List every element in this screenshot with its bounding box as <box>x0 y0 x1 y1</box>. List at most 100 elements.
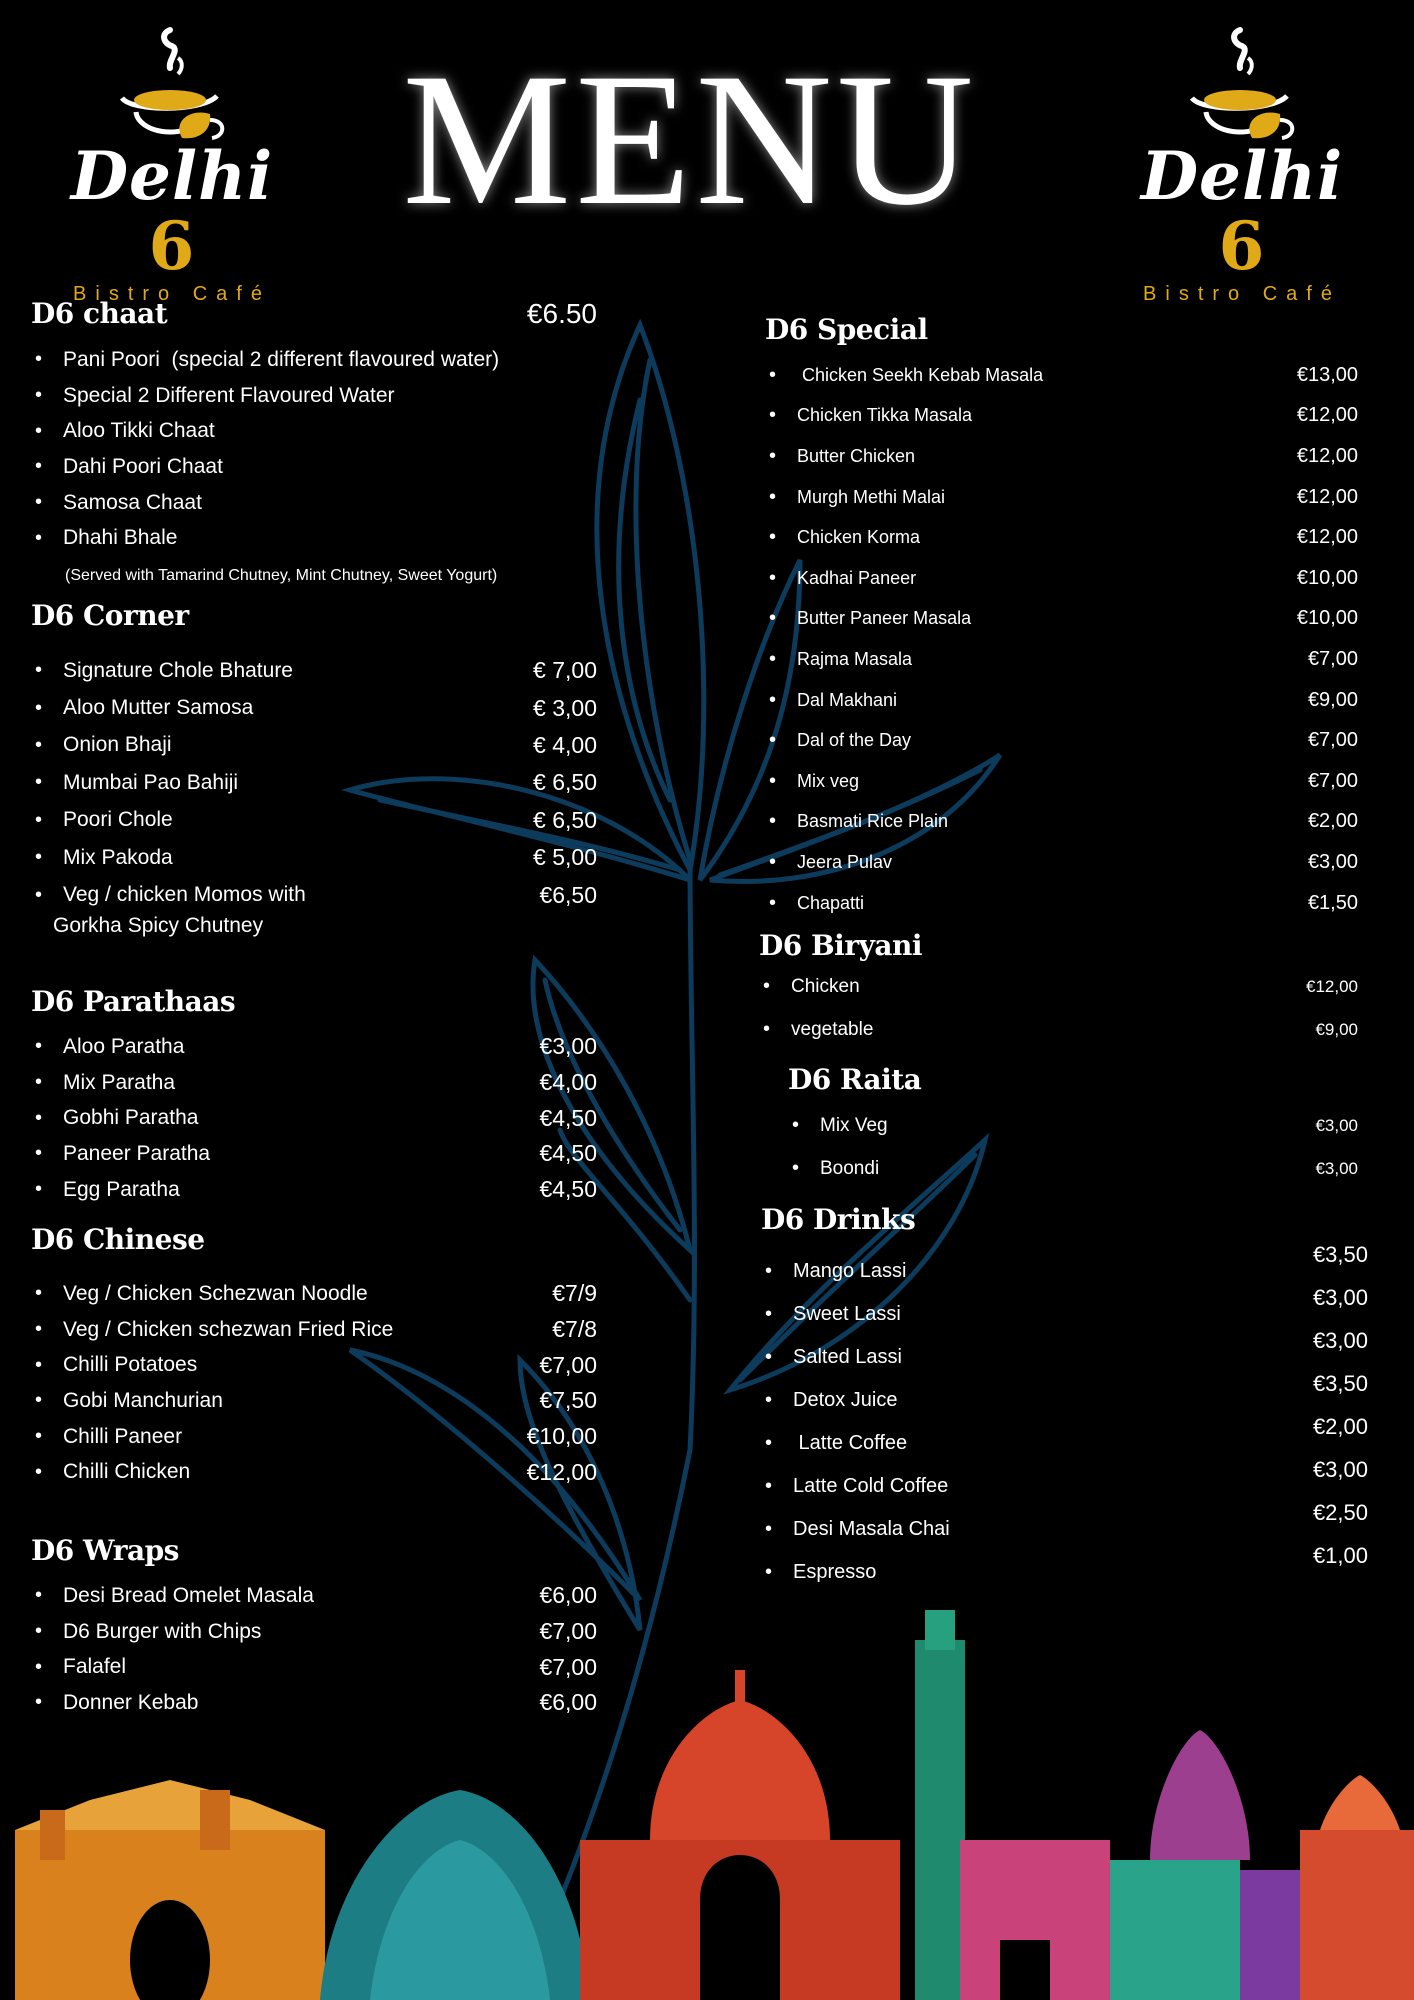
section-chinese: D6 Chinese • Veg / Chicken Schezwan Noodle… <box>31 1222 597 1550</box>
item-list: • Aloo Paratha €3,00 • Mix Paratha €4,00 • Gobh… <box>31 1029 597 1207</box>
logo-right: Delhi 6 Bistro Café <box>1112 20 1372 305</box>
item-name: Mango Lassi <box>793 1260 907 1282</box>
bullet-icon: • <box>763 1018 771 1040</box>
item-price: €3,00 <box>1315 1115 1358 1135</box>
item-price: €3,00 <box>1315 1158 1358 1178</box>
bullet-icon: • <box>769 526 777 549</box>
item-name: Latte Coffee <box>793 1432 908 1454</box>
menu-item: • Mango Lassi €3,50 <box>761 1242 1368 1293</box>
coffee-cup-logo-icon <box>119 27 225 140</box>
item-price: €3,50 <box>1312 1370 1368 1396</box>
bullet-icon: • <box>765 1303 773 1325</box>
menu-item: • Dal Makhani €9,00 <box>765 680 1358 721</box>
bullet-icon: • <box>35 1142 43 1165</box>
logo-brand: Delhi 6 <box>1112 141 1372 281</box>
item-list: • Chicken Seekh Kebab Masala €13,00 • Chick… <box>765 355 1358 923</box>
item-name: Veg / Chicken schezwan Fried Rice <box>63 1317 394 1341</box>
item-name: Mumbai Pao Bahiji <box>63 770 239 794</box>
menu-item: • Gobi Manchurian €7,50 <box>31 1383 597 1419</box>
item-name: Chilli Paneer <box>63 1424 183 1448</box>
item-list: • Mix Veg €3,00 • Boondi €3,00 <box>788 1104 1358 1190</box>
menu-item: • Aloo Paratha €3,00 <box>31 1029 597 1065</box>
item-price: €9,00 <box>1307 688 1358 711</box>
menu-item: • Pani Poori (special 2 different flavour… <box>31 342 597 378</box>
item-list: • Desi Bread Omelet Masala €6,00 • D6 Burger… <box>31 1578 597 1721</box>
item-price: €6,00 <box>539 1689 597 1716</box>
bullet-icon: • <box>769 891 777 914</box>
menu-item: • Espresso €1,00 <box>761 1543 1368 1594</box>
item-price: €7/8 <box>552 1316 597 1343</box>
item-price: €12,00 <box>1296 404 1358 427</box>
menu-item: • Samosa Chaat <box>31 485 597 521</box>
item-price: €7,50 <box>539 1387 597 1414</box>
bullet-icon: • <box>35 1620 43 1643</box>
item-name: Chicken Tikka Masala <box>797 405 973 426</box>
item-name: Chicken <box>791 975 860 997</box>
item-name: Basmati Rice Plain <box>797 811 949 832</box>
logo-brand-text: Delhi <box>70 137 274 215</box>
bullet-icon: • <box>769 566 777 589</box>
item-name: Butter Paneer Masala <box>797 608 972 629</box>
section-heading: D6 Special <box>765 313 928 346</box>
item-name: Onion Bhaji <box>63 733 172 757</box>
section-raita: D6 Raita • Mix Veg €3,00 • Boondi €3,00 <box>788 1062 1358 1250</box>
item-name: Salted Lassi <box>793 1346 902 1368</box>
item-price: €2,50 <box>1312 1499 1368 1525</box>
item-name: Falafel <box>63 1655 127 1679</box>
item-name: Paneer Paratha <box>63 1141 211 1165</box>
item-list: • Pani Poori (special 2 different flavour… <box>31 342 597 556</box>
section-heading: D6 Drinks <box>761 1203 916 1236</box>
item-name: Mix Veg <box>820 1114 888 1136</box>
menu-item: • Sweet Lassi €3,00 <box>761 1285 1368 1336</box>
bullet-icon: • <box>35 1318 43 1341</box>
item-price: €7,00 <box>1307 769 1358 792</box>
item-price: €9,00 <box>1315 1019 1358 1039</box>
item-name: Dal Makhani <box>797 689 898 710</box>
logo-brand-text: Delhi <box>1140 137 1344 215</box>
menu-item: • Mix Pakoda € 5,00 <box>31 839 597 876</box>
item-price: €7,00 <box>539 1653 597 1680</box>
item-name: Signature Chole Bhature <box>63 658 293 682</box>
item-price: €3,00 <box>1312 1327 1368 1353</box>
item-name: Mix Pakoda <box>63 845 173 869</box>
bullet-icon: • <box>35 1425 43 1448</box>
item-name: Kadhai Paneer <box>797 567 917 588</box>
section-wraps: D6 Wraps • Desi Bread Omelet Masala €6,00 • D… <box>31 1533 597 1781</box>
menu-item: • Aloo Mutter Samosa € 3,00 <box>31 689 597 726</box>
item-name: Butter Chicken <box>797 445 916 466</box>
bullet-icon: • <box>765 1389 773 1411</box>
item-price: €7/9 <box>552 1280 597 1307</box>
item-price: € 6,50 <box>533 806 597 833</box>
bullet-icon: • <box>35 1106 43 1129</box>
menu-item: • Signature Chole Bhature € 7,00 <box>31 652 597 689</box>
item-name: Gobhi Paratha <box>63 1106 199 1130</box>
bullet-icon: • <box>765 1260 773 1282</box>
item-name: Donner Kebab <box>63 1690 199 1714</box>
menu-item: • Mix veg €7,00 <box>765 761 1358 802</box>
bullet-icon: • <box>35 1071 43 1094</box>
menu-item: • Paneer Paratha €4,50 <box>31 1136 597 1172</box>
bullet-icon: • <box>769 647 777 670</box>
item-name: Chicken Seekh Kebab Masala <box>797 364 1044 385</box>
item-name: Latte Cold Coffee <box>793 1475 949 1497</box>
section-price: €6.50 <box>526 298 597 329</box>
item-name: Espresso <box>793 1561 877 1583</box>
menu-item: • Veg / Chicken Schezwan Noodle €7/9 <box>31 1276 597 1312</box>
item-name: Dal of the Day <box>797 730 912 751</box>
item-price: €7,00 <box>539 1618 597 1645</box>
item-name: Gobi Manchurian <box>63 1388 223 1412</box>
bullet-icon: • <box>792 1157 800 1179</box>
bullet-icon: • <box>769 363 777 386</box>
logo-brand-number: 6 <box>1218 207 1266 285</box>
bullet-icon: • <box>769 769 777 792</box>
item-name: Boondi <box>820 1157 880 1179</box>
item-name: Dhahi Bhale <box>63 526 178 550</box>
item-name: Rajma Masala <box>797 648 913 669</box>
section-heading: D6 Wraps <box>31 1534 179 1567</box>
menu-item: • Aloo Tikki Chaat <box>31 413 597 449</box>
section-heading: D6 Corner <box>31 599 189 632</box>
bullet-icon: • <box>35 1035 43 1058</box>
item-name: Veg / Chicken Schezwan Noodle <box>63 1281 368 1305</box>
item-name: Mix Paratha <box>63 1070 176 1094</box>
menu-item: • Butter Chicken €12,00 <box>765 436 1358 477</box>
